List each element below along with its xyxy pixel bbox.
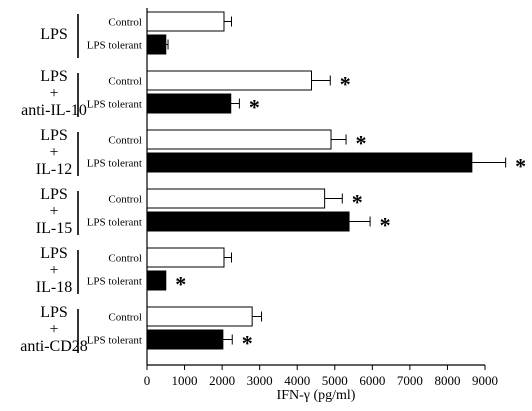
x-tick-label: 3000 xyxy=(247,373,273,388)
lps-tolerant-bar xyxy=(146,329,224,350)
bar-label: LPS tolerant xyxy=(87,276,142,288)
bar-label: LPS tolerant xyxy=(87,335,142,347)
x-axis-title: IFN-γ (pg/ml) xyxy=(277,388,356,403)
significance-asterisk: * xyxy=(356,131,367,156)
group-label: + xyxy=(49,85,58,102)
bar-label: Control xyxy=(108,135,142,147)
x-tick-label: 0 xyxy=(144,373,151,388)
x-tick-label: 7000 xyxy=(397,373,423,388)
group-label: + xyxy=(49,262,58,279)
group-label: + xyxy=(49,321,58,338)
x-tick-label: 5000 xyxy=(322,373,348,388)
group-label: LPS xyxy=(40,304,68,321)
significance-asterisk: * xyxy=(249,95,260,120)
control-bar xyxy=(146,11,225,32)
group-label: LPS xyxy=(40,186,68,203)
group-label: LPS xyxy=(40,245,68,262)
lps-tolerant-bar xyxy=(146,34,167,55)
lps-tolerant-bar xyxy=(146,211,350,232)
control-bar xyxy=(146,247,225,268)
group-label: IL-18 xyxy=(36,279,72,296)
bar-label: LPS tolerant xyxy=(87,99,142,111)
group-label: anti-IL-10 xyxy=(21,102,87,119)
group-label: + xyxy=(49,203,58,220)
bar-label: Control xyxy=(108,17,142,29)
significance-asterisk: * xyxy=(380,213,391,238)
bar-label: Control xyxy=(108,312,142,324)
group-label: LPS xyxy=(40,127,68,144)
control-bar xyxy=(146,188,326,209)
control-bar xyxy=(146,306,253,327)
bar-label: Control xyxy=(108,194,142,206)
x-tick-label: 1000 xyxy=(172,373,198,388)
group-label: + xyxy=(49,144,58,161)
lps-tolerant-bar xyxy=(146,152,473,173)
x-tick-label: 6000 xyxy=(359,373,385,388)
lps-tolerant-bar xyxy=(146,270,167,291)
bar-label: LPS tolerant xyxy=(87,158,142,170)
bar-label: LPS tolerant xyxy=(87,217,142,229)
significance-asterisk: * xyxy=(175,272,186,297)
lps-tolerant-bar xyxy=(146,93,232,114)
significance-asterisk: * xyxy=(340,72,351,97)
group-label: LPS xyxy=(40,68,68,85)
group-label: LPS xyxy=(40,26,68,43)
x-tick-label: 2000 xyxy=(209,373,235,388)
bar-label: Control xyxy=(108,76,142,88)
x-tick-label: 8000 xyxy=(434,373,460,388)
significance-asterisk: * xyxy=(515,154,526,179)
bar-label: LPS tolerant xyxy=(87,40,142,52)
bar-label: Control xyxy=(108,253,142,265)
x-tick-label: 4000 xyxy=(284,373,310,388)
control-bar xyxy=(146,70,312,91)
group-label: IL-12 xyxy=(36,161,72,178)
control-bar xyxy=(146,129,332,150)
significance-asterisk: * xyxy=(242,331,253,356)
significance-asterisk: * xyxy=(352,190,363,215)
x-tick-label: 9000 xyxy=(472,373,498,388)
group-label: IL-15 xyxy=(36,220,72,237)
group-label: anti-CD28 xyxy=(20,338,88,355)
